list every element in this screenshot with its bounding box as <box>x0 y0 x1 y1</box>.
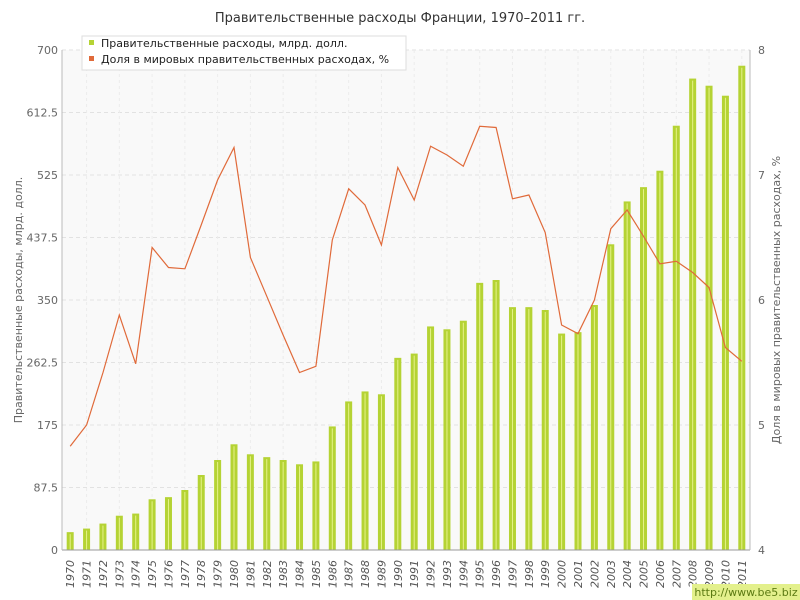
x-tick-label: 1970 <box>64 560 77 588</box>
y-tick-right-label: 8 <box>758 44 765 57</box>
y-tick-right-label: 6 <box>758 294 765 307</box>
y-axis-left-label: Правительственные расходы, млрд. долл. <box>12 177 25 423</box>
axes <box>61 50 751 551</box>
x-tick-label: 1983 <box>277 560 290 588</box>
x-tick-label: 1981 <box>244 560 257 588</box>
x-tick-label: 1989 <box>375 560 388 588</box>
x-tick-label: 1982 <box>261 560 274 588</box>
x-tick-label: 1972 <box>97 560 110 588</box>
x-tick-label: 1986 <box>326 560 339 588</box>
x-tick-label: 1995 <box>474 560 487 588</box>
y-tick-left-label: 437.5 <box>27 232 59 245</box>
x-tick-label: 1979 <box>212 560 225 588</box>
y-tick-right-label: 4 <box>758 544 765 557</box>
chart-title: Правительственные расходы Франции, 1970–… <box>215 11 585 26</box>
watermark: http://www.be5.biz <box>692 584 800 600</box>
x-tick-label: 2008 <box>687 560 700 588</box>
x-tick-label: 1988 <box>359 560 372 588</box>
x-tick-label: 1977 <box>179 560 192 588</box>
x-tick-label: 1991 <box>408 560 421 588</box>
x-tick-label: 1976 <box>162 560 175 588</box>
legend-label-bars: Правительственные расходы, млрд. долл. <box>101 37 347 50</box>
x-tick-label: 1997 <box>506 560 519 588</box>
x-tick-label: 1994 <box>457 560 470 588</box>
x-tick-label: 1987 <box>343 560 356 588</box>
x-tick-label: 1974 <box>130 560 143 588</box>
y-tick-left-label: 700 <box>37 44 58 57</box>
x-tick-label: 1975 <box>146 560 159 588</box>
y-tick-left-label: 0 <box>51 544 58 557</box>
x-tick-label: 2002 <box>588 560 601 588</box>
x-tick-label: 1980 <box>228 560 241 588</box>
x-tick-label: 2010 <box>719 560 732 588</box>
y-ticks-right: 4 5 6 7 8 <box>758 44 765 557</box>
watermark-background <box>692 584 800 600</box>
x-tick-label: 2004 <box>621 560 634 588</box>
legend-box <box>81 35 407 71</box>
y-tick-left-label: 525 <box>37 169 58 182</box>
x-tick-label: 2006 <box>654 560 667 588</box>
y-tick-left-label: 262.5 <box>27 357 59 370</box>
x-tick-label: 2005 <box>638 560 651 588</box>
x-tick-label: 2007 <box>670 560 683 588</box>
x-tick-label: 1978 <box>195 560 208 588</box>
y-tick-left-label: 612.5 <box>27 107 59 120</box>
y-tick-left-label: 87.5 <box>34 482 59 495</box>
y-axis-right-label: Доля в мировых правительственных расхода… <box>770 156 783 444</box>
share-line <box>69 125 743 447</box>
x-tick-label: 2003 <box>605 560 618 588</box>
legend-label-line: Доля в мировых правительственных расхода… <box>101 53 389 66</box>
x-tick-label: 1971 <box>81 560 94 588</box>
x-tick-label: 1998 <box>523 560 536 588</box>
x-ticks: 1970 1971 1972 1973 1974 1975 1976 1977 1978 1979… <box>64 560 749 588</box>
watermark-text: http://www.be5.biz <box>694 586 797 599</box>
y-tick-left-label: 175 <box>37 419 58 432</box>
x-tick-label: 1992 <box>425 560 438 588</box>
x-tick-label: 2000 <box>556 560 569 588</box>
x-tick-label: 2009 <box>703 560 716 588</box>
x-tick-label: 1999 <box>539 560 552 588</box>
x-tick-label: 1993 <box>441 560 454 588</box>
y-tick-right-label: 5 <box>758 419 765 432</box>
x-tick-label: 1996 <box>490 560 503 588</box>
x-tick-label: 1973 <box>113 560 126 588</box>
y-ticks-left: 0 87.5 175 262.5 350 437.5 525 612.5 700 <box>27 44 59 557</box>
x-tick-label: 1985 <box>310 560 323 588</box>
legend-swatch-bars <box>89 40 94 45</box>
y-tick-right-label: 7 <box>758 169 765 182</box>
x-tick-label: 1984 <box>294 560 307 588</box>
x-tick-label: 1990 <box>392 560 405 588</box>
bar-series <box>66 65 746 551</box>
legend: Правительственные расходы, млрд. долл. Д… <box>81 35 407 71</box>
legend-swatch-line <box>89 56 94 61</box>
x-tick-label: 2001 <box>572 560 585 588</box>
y-tick-left-label: 350 <box>37 294 58 307</box>
x-tick-label: 2011 <box>736 560 749 588</box>
